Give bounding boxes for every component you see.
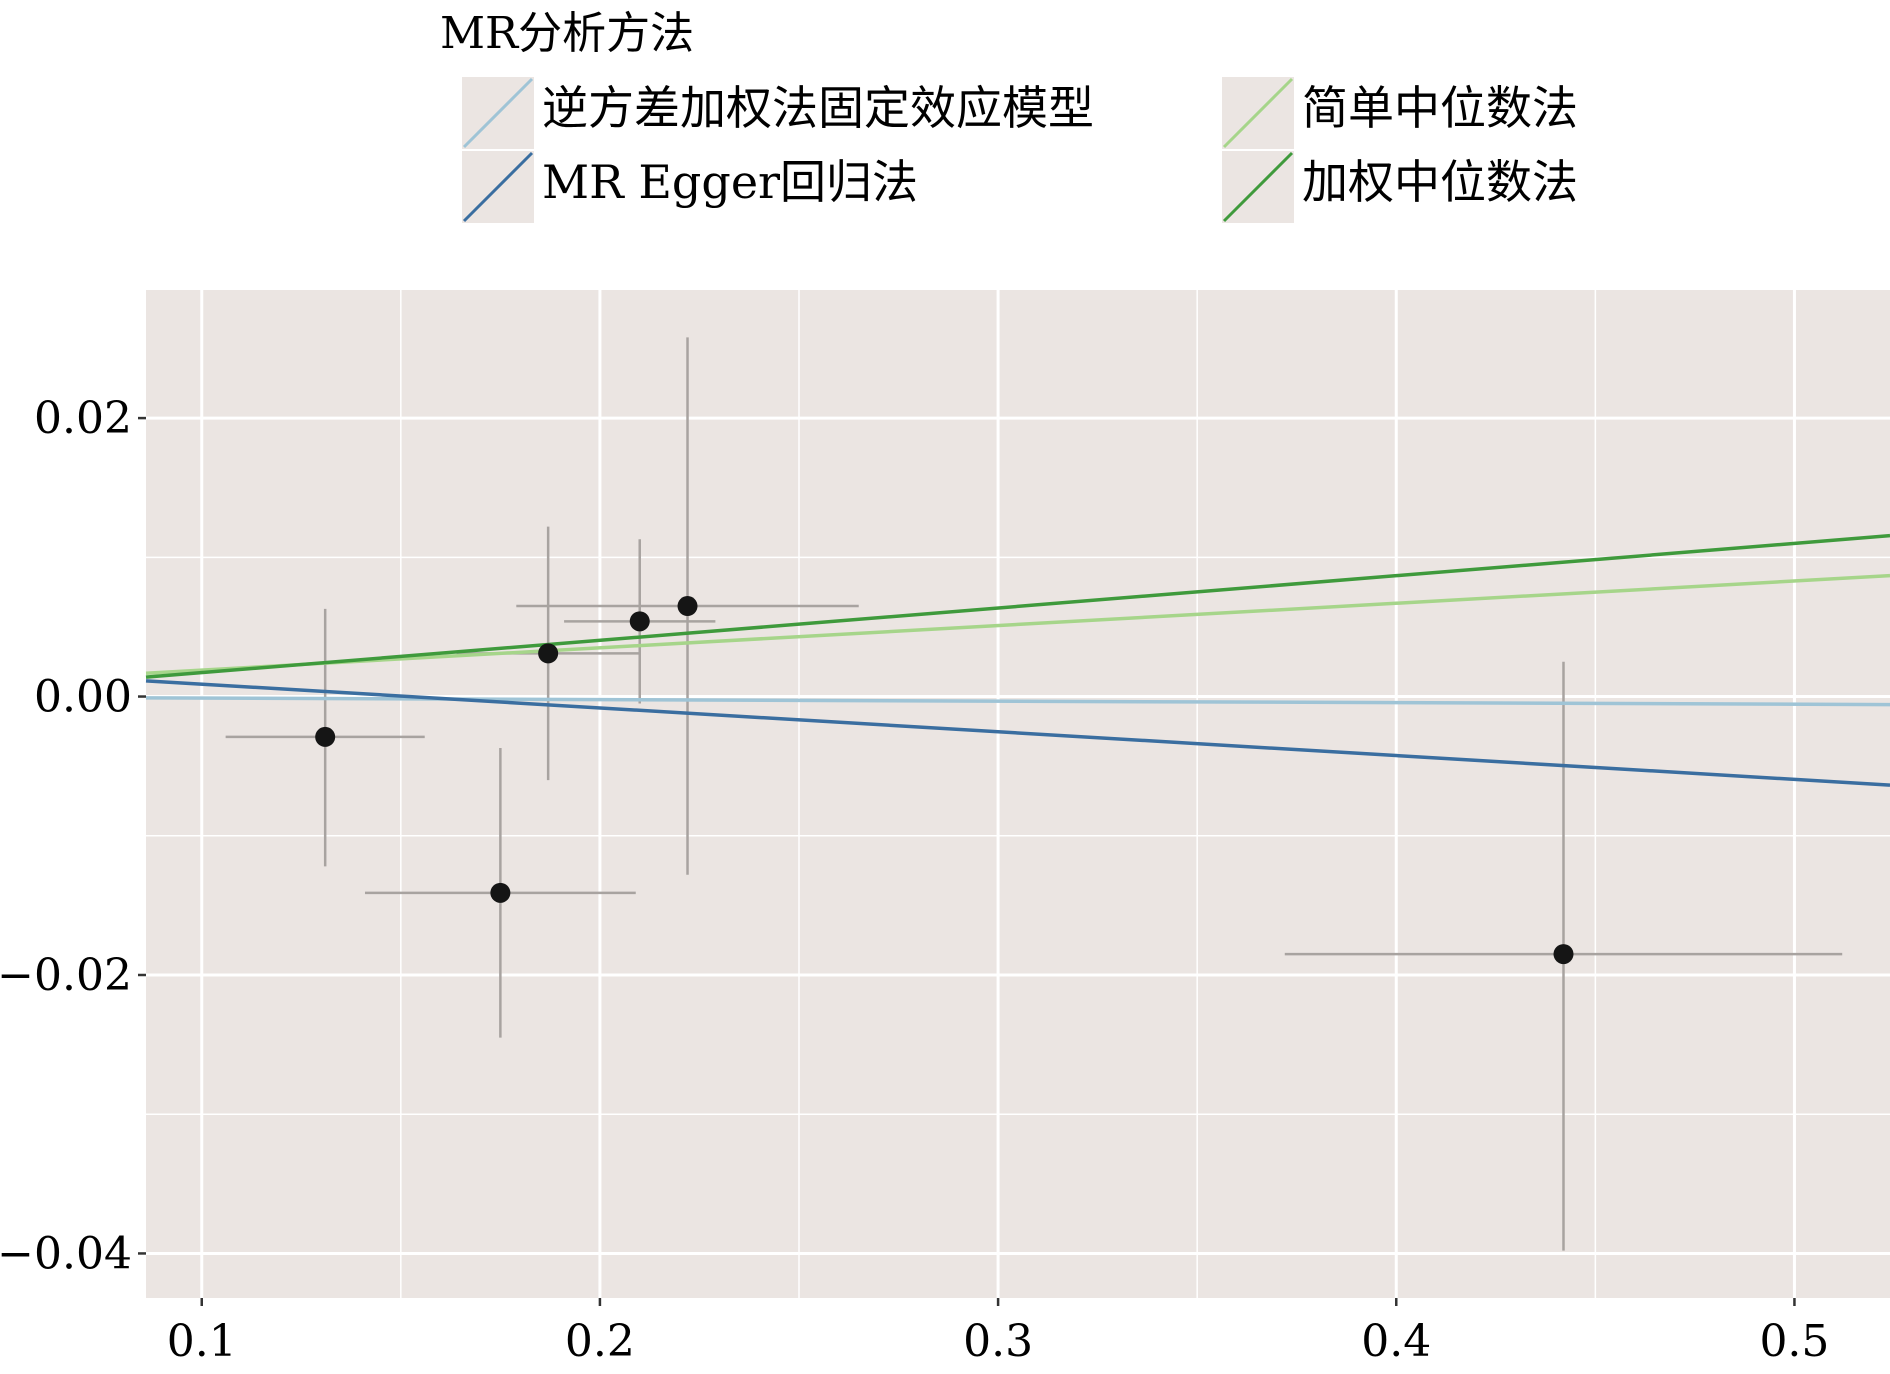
y-tick-label: −0.04 — [0, 1228, 132, 1279]
plot-area — [146, 290, 1890, 1298]
legend-item: 逆方差加权法固定效应模型 — [462, 77, 1094, 149]
x-tick-label: 0.5 — [1759, 1316, 1829, 1367]
data-point — [1553, 944, 1573, 964]
legend-label: MR Egger回归法 — [542, 155, 918, 209]
x-axis: 0.1 0.2 0.3 0.4 0.5 — [167, 1298, 1830, 1367]
y-tick-label: 0.02 — [34, 393, 132, 444]
x-tick-label: 0.2 — [565, 1316, 635, 1367]
legend-title: MR分析方法 — [440, 8, 694, 59]
x-tick-label: 0.1 — [167, 1316, 237, 1367]
legend-item: MR Egger回归法 — [462, 151, 918, 223]
legend-item: 加权中位数法 — [1222, 151, 1578, 223]
legend-label: 逆方差加权法固定效应模型 — [542, 81, 1094, 135]
data-point — [538, 643, 558, 663]
data-point — [490, 883, 510, 903]
legend: MR分析方法 逆方差加权法固定效应模型 简单中位数法 MR Egger回归法 加… — [440, 8, 1578, 223]
plot-panel — [146, 290, 1890, 1298]
x-tick-label: 0.4 — [1361, 1316, 1431, 1367]
legend-label: 加权中位数法 — [1302, 155, 1578, 209]
data-point — [315, 727, 335, 747]
data-point — [630, 611, 650, 631]
y-tick-label: 0.00 — [34, 672, 132, 723]
data-point — [678, 596, 698, 616]
x-tick-label: 0.3 — [963, 1316, 1033, 1367]
y-axis: 0.02 0.00 −0.02 −0.04 — [0, 393, 146, 1279]
legend-label: 简单中位数法 — [1302, 81, 1578, 135]
y-tick-label: −0.02 — [0, 950, 132, 1001]
legend-item: 简单中位数法 — [1222, 77, 1578, 149]
